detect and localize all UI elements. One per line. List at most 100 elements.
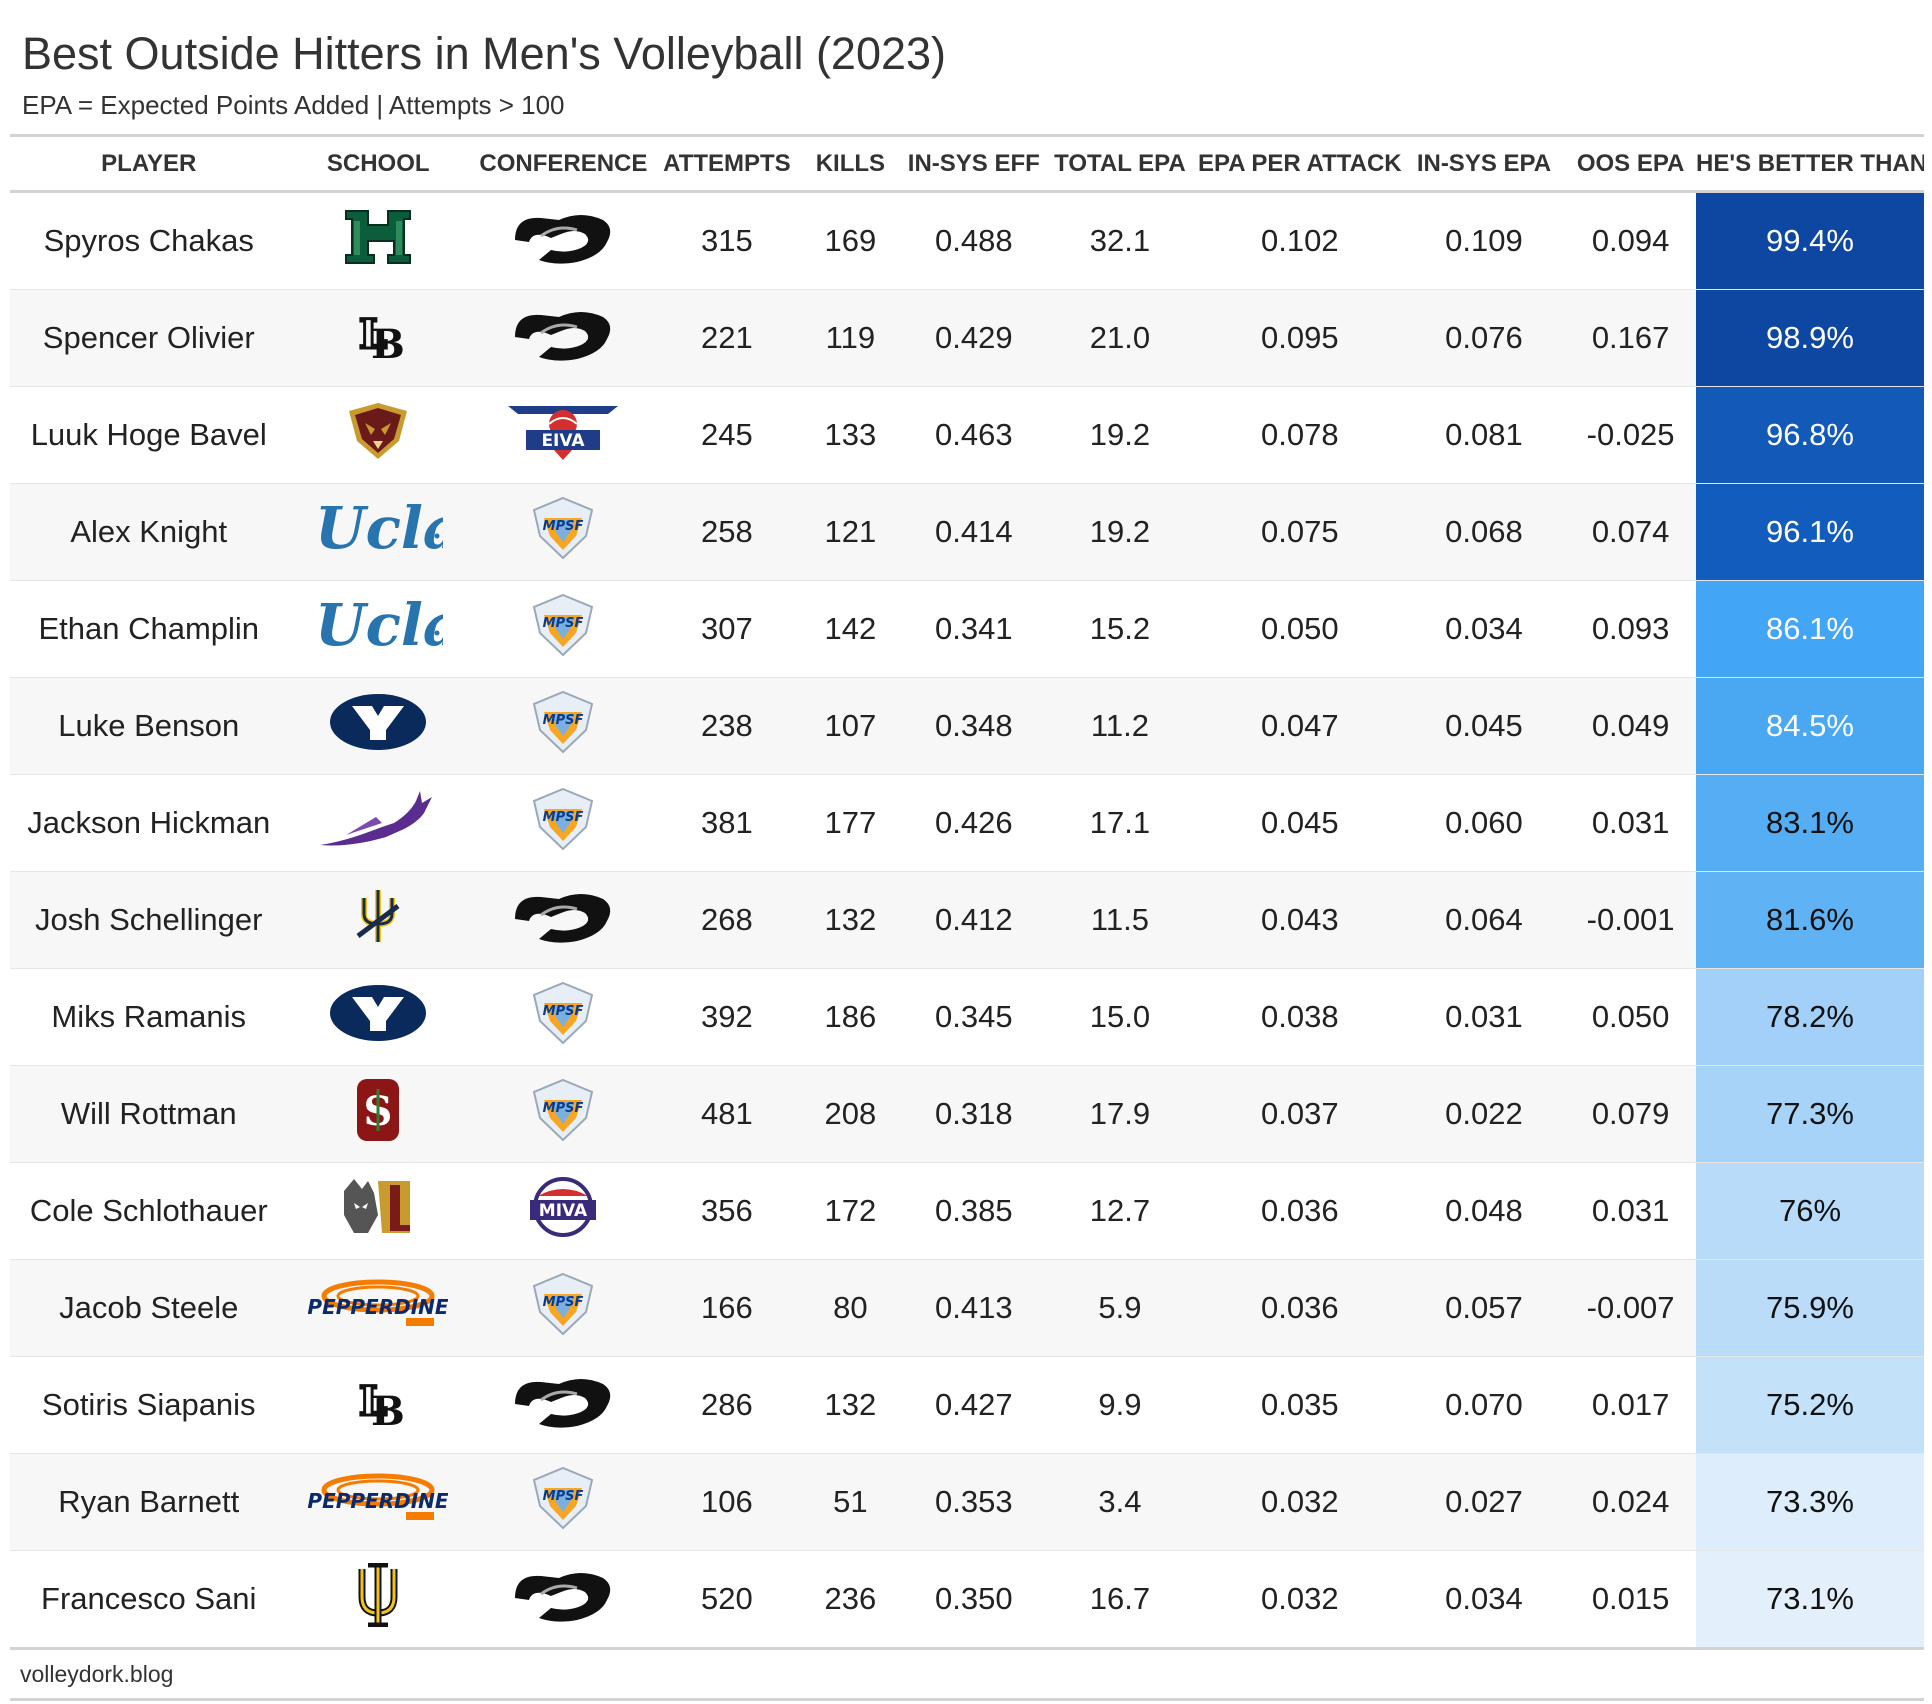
epa-per-attack-cell: 0.036	[1196, 1259, 1403, 1357]
column-header-attempts[interactable]: ATTEMPTS	[657, 137, 797, 193]
epa-per-attack-cell: 0.050	[1196, 580, 1403, 678]
school-logo-cell: Ucla	[287, 483, 469, 581]
school-logo-cell	[287, 1162, 469, 1260]
kills-cell: 132	[796, 1356, 905, 1454]
in-sys-epa-cell: 0.109	[1402, 191, 1566, 290]
epa-per-attack-cell: 0.036	[1196, 1162, 1403, 1260]
svg-text:L: L	[359, 1378, 387, 1425]
in-sys-eff-cell: 0.341	[904, 580, 1043, 678]
kills-cell: 107	[796, 677, 905, 775]
column-header-conference[interactable]: CONFERENCE	[468, 137, 658, 193]
table-row: Cole Schlothauer MIVA 356 172 0.385 12.7 0.036…	[10, 1162, 1924, 1260]
header-row: PLAYER SCHOOL CONFERENCE ATTEMPTS KILLS …	[10, 137, 1924, 193]
better-than-percentile-cell: 73.3%	[1696, 1453, 1924, 1551]
school-logo-cell: PEPPERDINE	[287, 1259, 469, 1357]
oos-epa-cell: 0.017	[1565, 1356, 1697, 1454]
table-row: Sotiris Siapanis L B 286 132 0.427 9.9 0.035 0.0…	[10, 1356, 1924, 1454]
svg-text:MPSF: MPSF	[543, 810, 584, 825]
table-row: Spyros Chakas 315 169 0.488 32.1 0.102 0.109 0.…	[10, 191, 1924, 290]
better-than-percentile-cell: 86.1%	[1696, 580, 1924, 678]
better-than-percentile-cell: 76%	[1696, 1162, 1924, 1260]
player-name-cell: Cole Schlothauer	[10, 1162, 288, 1260]
player-name-cell: Luuk Hoge Bavel	[10, 386, 288, 484]
kills-cell: 121	[796, 483, 905, 581]
svg-text:B: B	[371, 321, 403, 364]
uc-san-diego-trident-logo	[348, 886, 408, 954]
attempts-cell: 221	[657, 289, 797, 387]
school-logo-cell	[287, 386, 469, 484]
table-row: Spencer Olivier L B 221 119 0.429 21.0 0.095 0.0…	[10, 289, 1924, 387]
source-credit: volleydork.blog	[20, 1661, 174, 1687]
total-epa-cell: 21.0	[1042, 289, 1197, 387]
stanford-s-logo: S	[353, 1077, 403, 1151]
mpsf-logo: MPSF	[530, 1272, 596, 1344]
svg-text:L: L	[359, 311, 387, 358]
column-header-epa-per-attack[interactable]: EPA PER ATTACK	[1196, 137, 1403, 193]
kills-cell: 119	[796, 289, 905, 387]
player-name-cell: Francesco Sani	[10, 1550, 288, 1647]
oos-epa-cell: 0.049	[1565, 677, 1697, 775]
school-logo-cell	[287, 677, 469, 775]
svg-text:MPSF: MPSF	[543, 1295, 584, 1310]
column-header-total-epa[interactable]: TOTAL EPA	[1042, 137, 1197, 193]
school-logo-cell	[287, 191, 469, 290]
grand-canyon-antelope-logo	[316, 787, 440, 859]
total-epa-cell: 5.9	[1042, 1259, 1197, 1357]
column-header-in-sys-eff[interactable]: IN-SYS EFF	[904, 137, 1043, 193]
epa-per-attack-cell: 0.032	[1196, 1550, 1403, 1647]
epa-per-attack-cell: 0.037	[1196, 1065, 1403, 1163]
oos-epa-cell: -0.007	[1565, 1259, 1697, 1357]
in-sys-eff-cell: 0.488	[904, 191, 1043, 290]
attempts-cell: 245	[657, 386, 797, 484]
column-header-better-than[interactable]: HE'S BETTER THAN...	[1696, 137, 1924, 193]
svg-text:MPSF: MPSF	[543, 1489, 584, 1504]
player-name-cell: Ethan Champlin	[10, 580, 288, 678]
better-than-percentile-cell: 78.2%	[1696, 968, 1924, 1066]
kills-cell: 236	[796, 1550, 905, 1647]
in-sys-epa-cell: 0.045	[1402, 677, 1566, 775]
total-epa-cell: 17.1	[1042, 774, 1197, 872]
in-sys-epa-cell: 0.060	[1402, 774, 1566, 872]
oos-epa-cell: 0.050	[1565, 968, 1697, 1066]
conference-logo-cell: MPSF	[468, 1453, 658, 1551]
attempts-cell: 286	[657, 1356, 797, 1454]
total-epa-cell: 19.2	[1042, 483, 1197, 581]
table-row: Luke Benson MPSF 238 107 0.348 11.2 0.047 0.045…	[10, 677, 1924, 775]
big-west-logo	[511, 1370, 615, 1440]
kills-cell: 186	[796, 968, 905, 1066]
attempts-cell: 520	[657, 1550, 797, 1647]
svg-text:MPSF: MPSF	[543, 713, 584, 728]
table-row: Jackson Hickman MPSF 381 177 0.426 17.1 0.045 0…	[10, 774, 1924, 872]
svg-text:Ucla: Ucla	[315, 593, 443, 657]
player-name-cell: Will Rottman	[10, 1065, 288, 1163]
uc-irvine-logo	[348, 1562, 408, 1635]
column-header-player[interactable]: PLAYER	[10, 137, 288, 193]
conference-logo-cell: MPSF	[468, 483, 658, 581]
oos-epa-cell: 0.167	[1565, 289, 1697, 387]
conference-logo-cell: MIVA	[468, 1162, 658, 1260]
better-than-percentile-cell: 81.6%	[1696, 871, 1924, 969]
pepperdine-logo: PEPPERDINE	[308, 1274, 449, 1342]
column-header-school[interactable]: SCHOOL	[287, 137, 469, 193]
oos-epa-cell: -0.001	[1565, 871, 1697, 969]
epa-per-attack-cell: 0.045	[1196, 774, 1403, 872]
epa-per-attack-cell: 0.038	[1196, 968, 1403, 1066]
oos-epa-cell: 0.094	[1565, 191, 1697, 290]
better-than-percentile-cell: 73.1%	[1696, 1550, 1924, 1647]
better-than-percentile-cell: 77.3%	[1696, 1065, 1924, 1163]
top-divider	[10, 134, 1924, 137]
kills-cell: 133	[796, 386, 905, 484]
in-sys-epa-cell: 0.070	[1402, 1356, 1566, 1454]
total-epa-cell: 32.1	[1042, 191, 1197, 290]
total-epa-cell: 3.4	[1042, 1453, 1197, 1551]
column-header-kills[interactable]: KILLS	[796, 137, 905, 193]
table-body: Spyros Chakas 315 169 0.488 32.1 0.102 0.109 0.…	[10, 191, 1924, 1647]
svg-text:MIVA: MIVA	[539, 1201, 588, 1221]
big-west-logo	[511, 206, 615, 276]
attempts-cell: 381	[657, 774, 797, 872]
mpsf-logo: MPSF	[530, 690, 596, 762]
column-header-in-sys-epa[interactable]: IN-SYS EPA	[1402, 137, 1566, 193]
pepperdine-logo: PEPPERDINE	[308, 1468, 449, 1536]
conference-logo-cell	[468, 191, 658, 290]
column-header-oos-epa[interactable]: OOS EPA	[1565, 137, 1697, 193]
